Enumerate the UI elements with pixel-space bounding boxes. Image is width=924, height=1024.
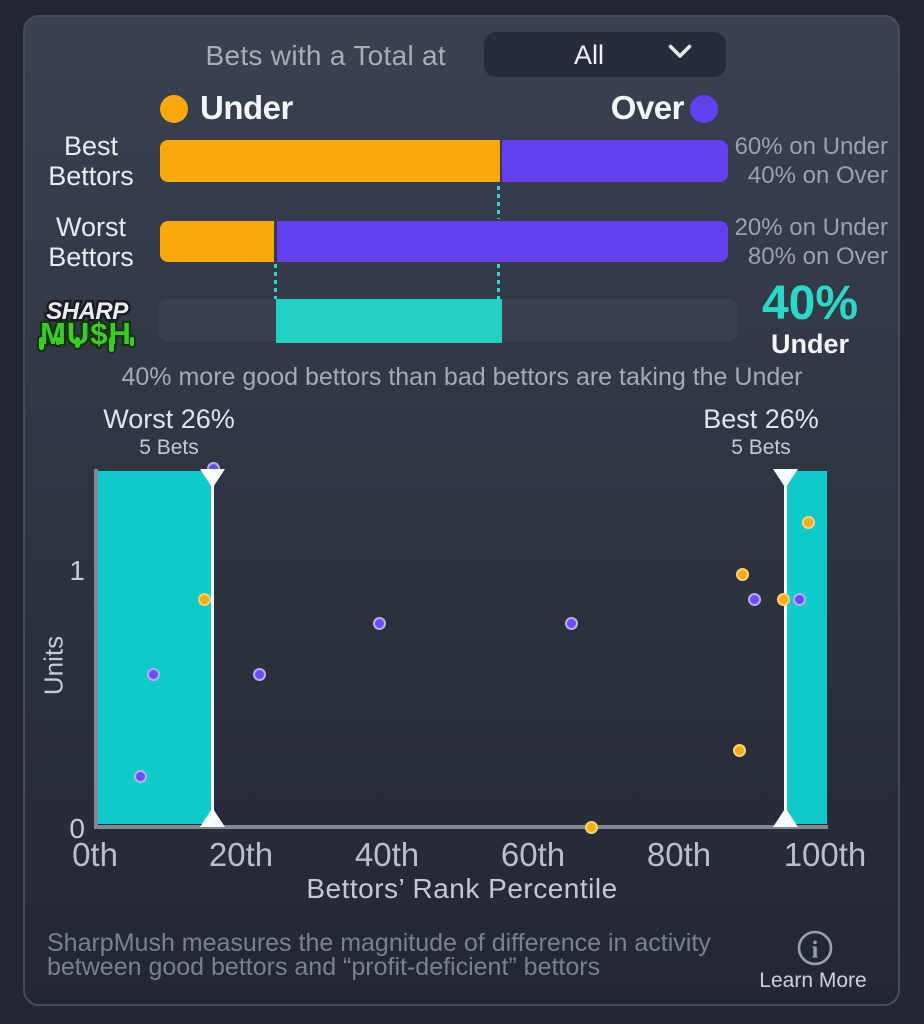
svg-text:MU$H: MU$H (40, 316, 132, 351)
svg-text:SHARP: SHARP (46, 298, 129, 325)
svg-text:i: i (812, 938, 819, 964)
